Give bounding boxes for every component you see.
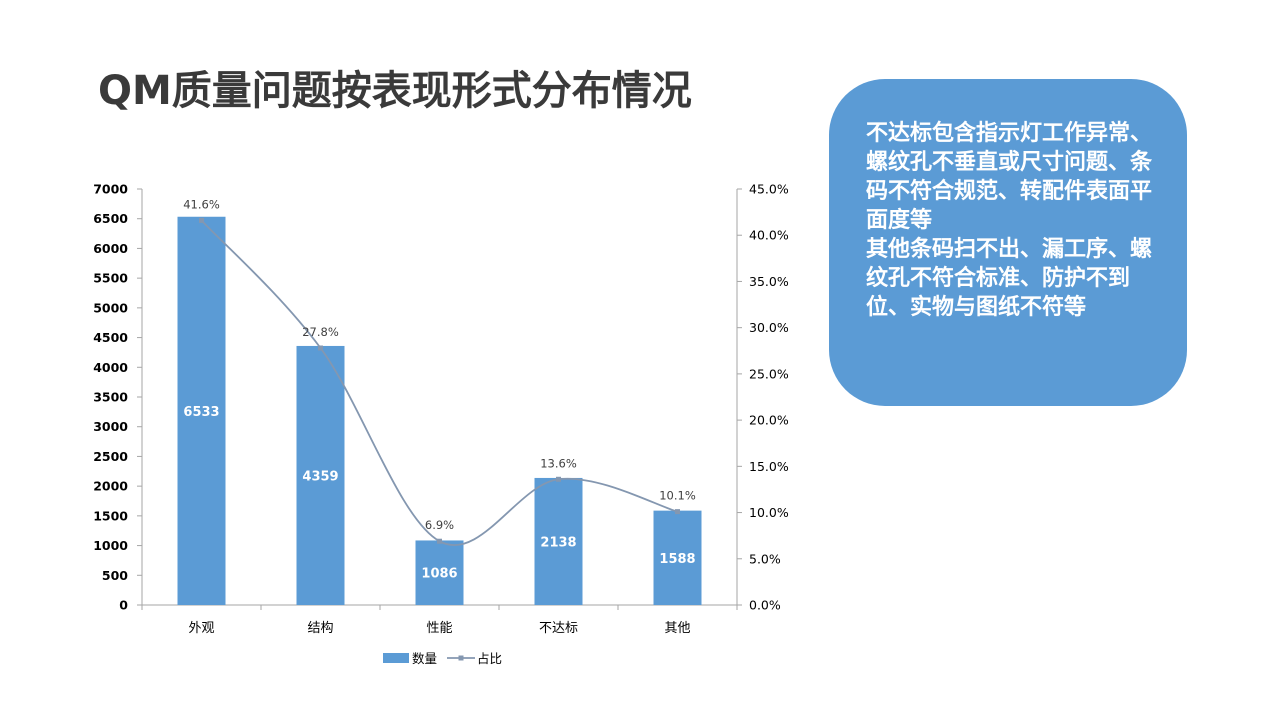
y2-tick-label: 40.0% <box>749 228 789 243</box>
bar-value-label: 1588 <box>659 552 695 567</box>
bar <box>296 345 345 605</box>
y-tick-label: 5000 <box>93 300 128 315</box>
y2-tick-label: 45.0% <box>749 182 789 197</box>
bar-value-label: 6533 <box>183 405 219 420</box>
line-value-label: 10.1% <box>659 489 696 503</box>
y2-tick-label: 10.0% <box>749 505 789 520</box>
x-tick-label: 其他 <box>664 621 690 636</box>
x-tick-label: 结构 <box>307 621 333 636</box>
y-tick-label: 1000 <box>93 538 128 553</box>
line-marker <box>318 345 323 351</box>
y2-tick-label: 35.0% <box>749 274 789 289</box>
bar <box>177 216 226 605</box>
line-value-label: 6.9% <box>425 518 454 532</box>
bar-value-label: 4359 <box>302 469 338 484</box>
y2-tick-label: 30.0% <box>749 320 789 335</box>
y2-tick-label: 20.0% <box>749 413 789 428</box>
y-tick-label: 5500 <box>93 271 128 286</box>
bar <box>415 540 464 605</box>
y2-tick-label: 5.0% <box>749 551 781 566</box>
legend-label-bar: 数量 <box>412 651 437 666</box>
legend-swatch-bar <box>383 653 409 663</box>
y-tick-label: 500 <box>102 568 128 583</box>
line-value-label: 13.6% <box>540 456 577 470</box>
bar <box>653 510 702 605</box>
y-tick-label: 4500 <box>93 330 128 345</box>
y2-tick-label: 15.0% <box>749 459 789 474</box>
y-tick-label: 6000 <box>93 241 128 256</box>
line-marker <box>437 538 442 544</box>
y-tick-label: 1500 <box>93 508 128 523</box>
line-marker <box>675 509 680 515</box>
x-tick-label: 外观 <box>188 621 214 636</box>
legend-label-line: 占比 <box>477 651 502 666</box>
y-tick-label: 3000 <box>93 419 128 434</box>
bar-value-label: 2138 <box>540 535 576 550</box>
line-marker <box>199 217 204 223</box>
y-tick-label: 6500 <box>93 211 128 226</box>
line-value-label: 27.8% <box>302 325 339 339</box>
page-title: QM质量问题按表现形式分布情况 <box>98 68 692 114</box>
bar <box>534 477 583 605</box>
y-tick-label: 7000 <box>93 182 128 197</box>
y-tick-label: 2000 <box>93 479 128 494</box>
x-tick-label: 不达标 <box>539 621 578 636</box>
line-series <box>200 219 678 546</box>
legend-swatch-marker <box>458 655 464 661</box>
y-tick-label: 4000 <box>93 360 128 375</box>
y-tick-label: 2500 <box>93 449 128 464</box>
bar-value-label: 1086 <box>421 567 457 582</box>
line-value-label: 41.6% <box>183 197 220 211</box>
y-tick-label: 3500 <box>93 390 128 405</box>
note-box: 不达标包含指示灯工作异常、螺纹孔不垂直或尺寸问题、条码不符合规范、转配件表面平面… <box>829 79 1187 406</box>
x-tick-label: 性能 <box>426 621 452 636</box>
y2-tick-label: 0.0% <box>749 598 781 613</box>
y2-tick-label: 25.0% <box>749 366 789 381</box>
y-tick-label: 0 <box>119 598 128 613</box>
line-marker <box>556 476 561 482</box>
note-text: 不达标包含指示灯工作异常、螺纹孔不垂直或尺寸问题、条码不符合规范、转配件表面平面… <box>866 121 1153 320</box>
